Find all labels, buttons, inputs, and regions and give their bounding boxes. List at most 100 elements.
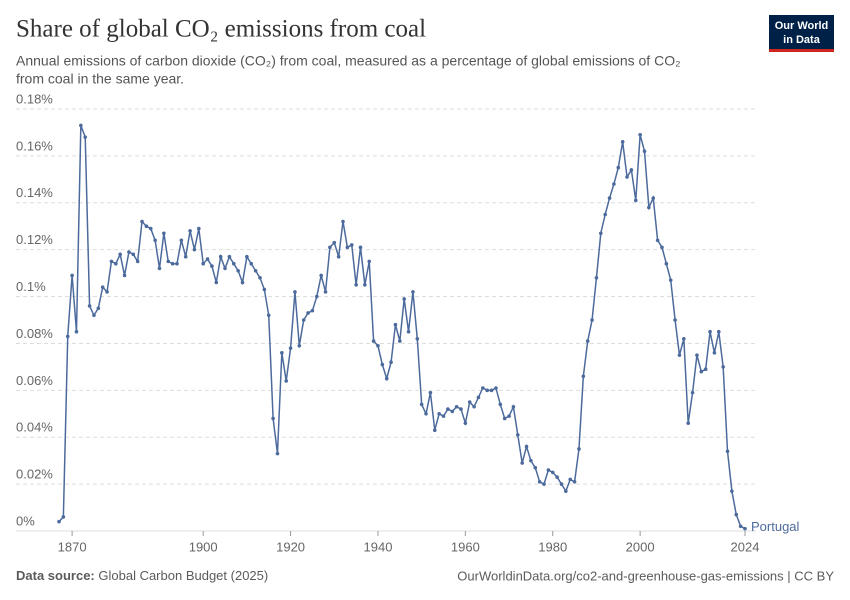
point: [201, 261, 205, 266]
point: [271, 416, 275, 421]
point: [122, 273, 127, 278]
x-tick-label: 2024: [731, 539, 760, 554]
point: [179, 238, 184, 243]
point: [524, 444, 529, 449]
point: [502, 416, 507, 421]
point: [83, 135, 88, 139]
point: [730, 489, 734, 493]
point: [699, 369, 704, 374]
point: [463, 421, 468, 425]
point: [240, 280, 245, 285]
subtitle: Annual emissions of carbon dioxide (CO₂)…: [16, 53, 681, 69]
point: [349, 243, 354, 247]
point: [358, 245, 363, 250]
y-tick-label: 0.16%: [16, 138, 53, 153]
point: [341, 219, 345, 224]
point: [205, 257, 210, 261]
point: [459, 407, 463, 411]
point: [695, 353, 699, 357]
point: [114, 261, 118, 266]
point: [515, 433, 520, 437]
point: [485, 388, 490, 393]
point: [389, 360, 393, 365]
logo-text: Our World: [775, 20, 829, 32]
point: [236, 268, 240, 273]
point: [288, 346, 293, 350]
point: [148, 226, 153, 231]
point: [280, 351, 284, 355]
point: [131, 252, 136, 257]
point: [297, 343, 302, 348]
point: [140, 219, 144, 224]
y-tick-label: 0.04%: [16, 420, 53, 435]
point: [314, 294, 319, 299]
point: [406, 329, 411, 334]
point: [712, 351, 717, 355]
y-tick-label: 0.08%: [16, 326, 53, 341]
point: [197, 226, 201, 231]
x-tick-label: 1960: [451, 539, 480, 554]
point: [227, 254, 232, 259]
point: [105, 290, 109, 294]
y-tick-label: 0.14%: [16, 185, 53, 200]
point: [153, 238, 157, 243]
point: [162, 231, 166, 236]
point: [638, 132, 642, 137]
point: [537, 479, 542, 484]
point: [612, 182, 616, 186]
point: [577, 447, 581, 451]
subtitle: from coal in the same year.: [16, 71, 184, 87]
point: [214, 280, 219, 285]
point: [620, 140, 625, 144]
y-tick-label: 0.12%: [16, 232, 53, 247]
point: [402, 297, 406, 301]
point: [293, 290, 297, 294]
point: [542, 482, 546, 486]
point: [415, 336, 420, 341]
point: [432, 428, 437, 432]
point: [494, 386, 498, 390]
point: [70, 273, 74, 278]
point: [668, 278, 673, 282]
point: [249, 261, 254, 266]
point: [231, 261, 236, 266]
point: [546, 468, 551, 472]
point: [738, 524, 743, 529]
point: [690, 390, 695, 395]
x-tick-label: 1900: [189, 539, 218, 554]
point: [411, 290, 415, 294]
point: [594, 276, 599, 280]
point: [245, 254, 249, 259]
point: [118, 252, 122, 257]
point: [647, 205, 651, 210]
y-tick-label: 0.18%: [16, 91, 53, 106]
point: [87, 304, 92, 308]
point: [57, 519, 61, 524]
point: [354, 283, 358, 287]
point: [721, 365, 725, 369]
point: [380, 362, 385, 367]
point: [686, 421, 690, 425]
point: [262, 287, 267, 292]
x-tick-label: 1920: [276, 539, 305, 554]
point: [175, 261, 179, 266]
point: [166, 259, 171, 264]
point: [96, 306, 101, 311]
logo-text: in Data: [783, 34, 821, 46]
point: [393, 322, 398, 327]
point: [266, 313, 271, 318]
point: [428, 390, 433, 395]
point: [603, 212, 607, 217]
point: [467, 400, 472, 404]
point: [144, 224, 149, 229]
point: [572, 479, 577, 484]
point: [109, 259, 114, 264]
point: [371, 339, 376, 343]
point: [446, 407, 450, 411]
point: [61, 515, 66, 519]
point: [507, 414, 511, 418]
point: [660, 245, 664, 250]
point: [384, 376, 389, 381]
chart-title: Share of global CO₂ emissions from coal: [16, 16, 426, 43]
